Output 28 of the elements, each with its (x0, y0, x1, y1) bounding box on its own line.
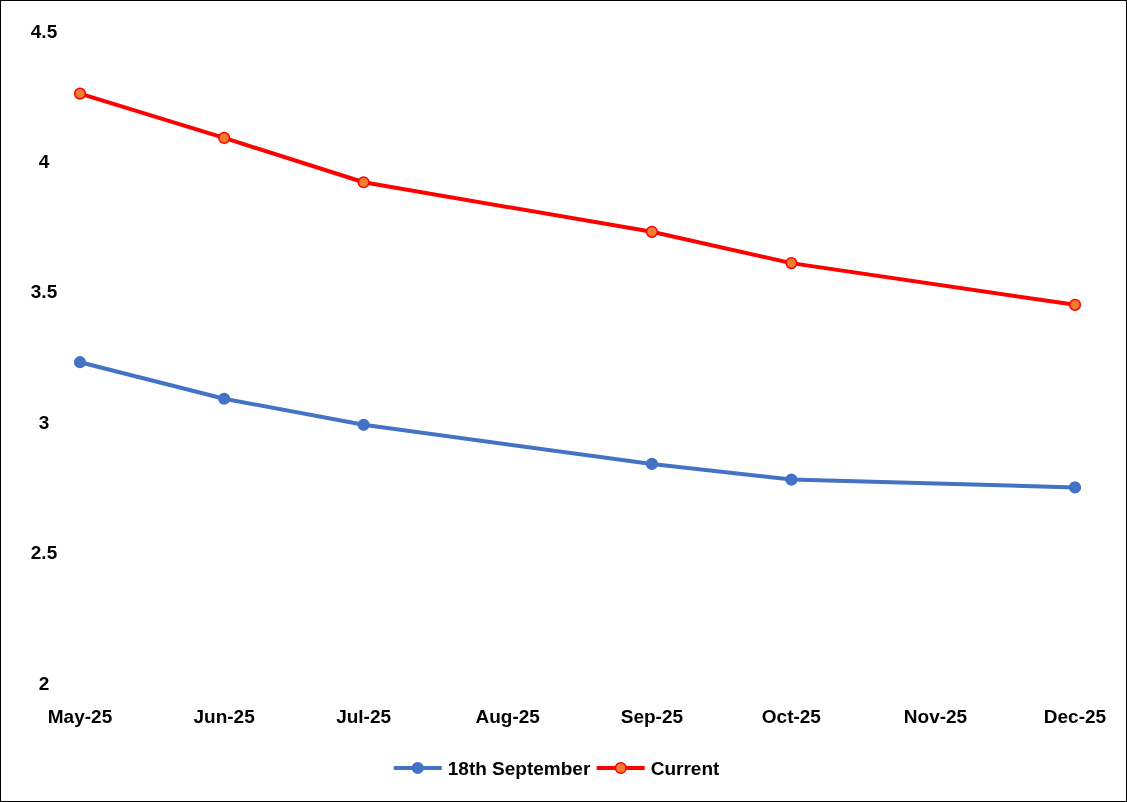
y-tick-label: 3.5 (30, 281, 58, 303)
point (785, 473, 798, 486)
point (73, 87, 87, 100)
point (218, 131, 231, 145)
point (218, 392, 231, 405)
legend-label: 18th September (447, 757, 591, 779)
x-tick-label: Sep-25 (620, 705, 684, 727)
point (1068, 298, 1082, 311)
x-tick-label: Nov-25 (903, 705, 968, 727)
y-tick-label: 4 (38, 150, 50, 172)
x-tick-label: Oct-25 (761, 705, 822, 727)
point (645, 225, 658, 238)
x-tick-label: Dec-25 (1043, 705, 1107, 727)
y-tick-label: 4.5 (30, 20, 58, 42)
point (785, 257, 798, 270)
x-tick-label: May-25 (47, 705, 113, 727)
x-tick-label: Jul-25 (336, 705, 392, 727)
point (645, 457, 658, 471)
y-tick-label: 2 (38, 672, 50, 694)
point (1068, 481, 1082, 494)
point (357, 176, 370, 189)
x-tick-label: Jun-25 (193, 705, 256, 727)
point (73, 356, 87, 369)
point (357, 418, 370, 431)
legend-label: Current (650, 757, 721, 779)
y-tick-label: 2.5 (30, 542, 58, 564)
y-tick-label: 3 (38, 411, 50, 433)
x-tick-label: Aug-25 (475, 705, 541, 727)
